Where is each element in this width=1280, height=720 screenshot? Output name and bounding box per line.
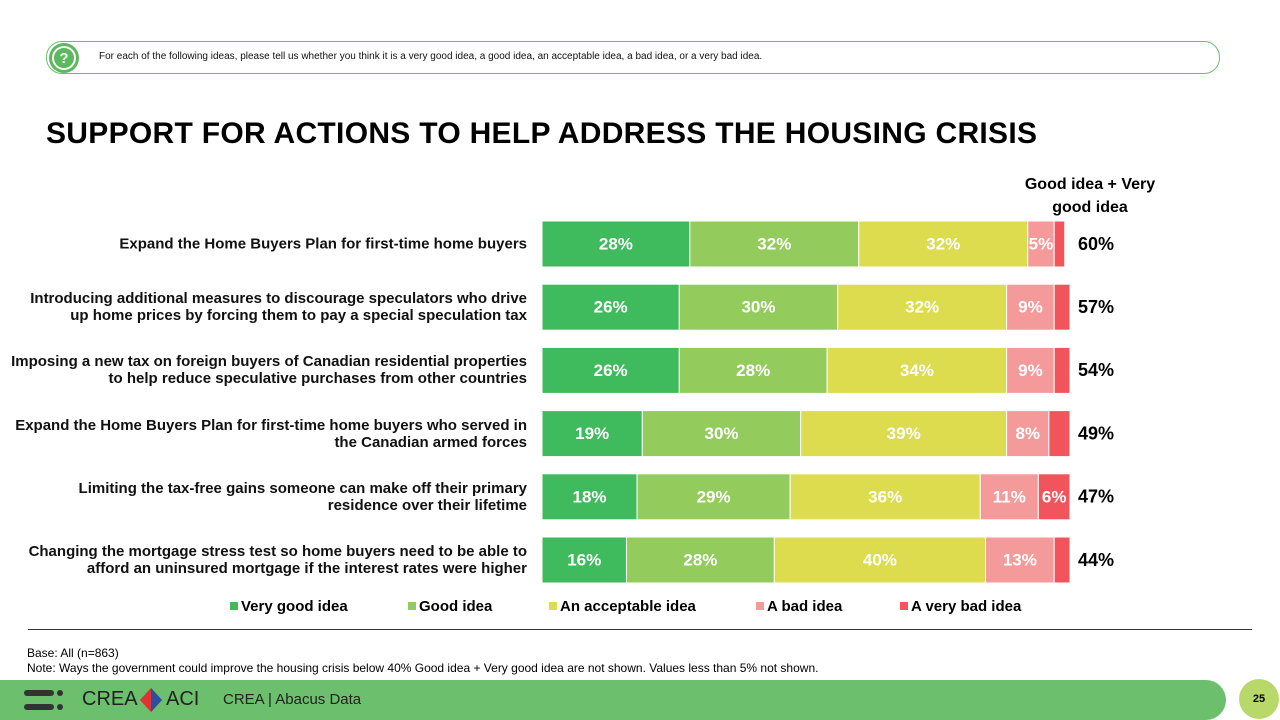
footnote: Note: Ways the government could improve …	[27, 661, 819, 675]
data-label: 34%	[900, 361, 934, 380]
svg-text:?: ?	[59, 50, 68, 67]
bar-segment	[625, 536, 775, 584]
data-label: 28%	[599, 234, 633, 253]
data-label: 8%	[1015, 424, 1040, 443]
bar-segment	[1053, 536, 1071, 584]
data-label: 32%	[905, 298, 939, 317]
bar-segment	[1053, 283, 1071, 331]
logo-right: ACI	[166, 688, 200, 710]
bar-segment	[1053, 220, 1066, 268]
totals-title: Good idea + Very good idea	[1024, 176, 1156, 216]
data-label: 26%	[594, 298, 628, 317]
total-label: 49%	[1078, 423, 1114, 443]
legend-label: A very bad idea	[911, 598, 1022, 615]
page-number: 25	[1239, 679, 1279, 719]
bar-segment	[541, 346, 680, 394]
total-label: 44%	[1078, 550, 1114, 570]
bar-segment	[826, 346, 1008, 394]
data-label: 9%	[1018, 361, 1043, 380]
data-label: 16%	[567, 550, 601, 569]
bar-segment	[800, 410, 1008, 458]
data-label: 11%	[993, 487, 1026, 506]
bar-segment	[1053, 346, 1071, 394]
legend-label: A bad idea	[767, 598, 843, 615]
category-label: Limiting the tax-free gains someone can …	[78, 479, 527, 514]
data-label: 5%	[1029, 234, 1054, 253]
data-label: 39%	[887, 424, 921, 443]
category-label: Introducing additional measures to disco…	[30, 290, 527, 325]
bar-segment	[858, 220, 1029, 268]
data-label: 13%	[1003, 550, 1037, 569]
category-label: Expand the Home Buyers Plan for first-ti…	[15, 416, 527, 451]
legend-swatch	[756, 602, 764, 610]
bar-segment	[636, 473, 791, 521]
bar-segment	[773, 536, 987, 584]
logo-icon	[24, 690, 63, 710]
total-label: 60%	[1078, 234, 1114, 254]
data-label: 18%	[573, 487, 607, 506]
bar-segment	[641, 410, 802, 458]
question-box	[46, 41, 1220, 74]
question-text: For each of the following ideas, please …	[99, 51, 763, 62]
logo-left: CREA	[82, 688, 138, 710]
bar-segment	[1037, 473, 1071, 521]
bar-segment	[541, 220, 691, 268]
data-label: 6%	[1042, 487, 1067, 506]
total-label: 57%	[1078, 297, 1114, 317]
data-label: 28%	[683, 550, 717, 569]
source: CREA | Abacus Data	[223, 691, 362, 708]
data-label: 28%	[736, 361, 770, 380]
bar-segment	[689, 220, 860, 268]
data-label: 29%	[697, 487, 731, 506]
logo-diamond	[140, 688, 162, 712]
data-label: 32%	[926, 234, 960, 253]
data-label: 30%	[741, 298, 775, 317]
legend-swatch	[900, 602, 908, 610]
data-label: 36%	[868, 487, 902, 506]
data-label: 9%	[1018, 298, 1043, 317]
legend-swatch	[549, 602, 557, 610]
bar-segment	[1048, 410, 1071, 458]
data-label: 30%	[705, 424, 739, 443]
chart-title: SUPPORT FOR ACTIONS TO HELP ADDRESS THE …	[46, 117, 1038, 150]
footer-bar	[0, 680, 1226, 720]
bar-segment	[541, 410, 643, 458]
total-label: 47%	[1078, 487, 1114, 507]
bar-segment	[1006, 410, 1050, 458]
legend-label: An acceptable idea	[560, 598, 697, 615]
divider	[28, 629, 1252, 630]
category-label: Imposing a new tax on foreign buyers of …	[11, 353, 527, 388]
category-label: Changing the mortgage stress test so hom…	[28, 543, 527, 577]
legend-swatch	[408, 602, 416, 610]
question-icon: ?	[49, 43, 79, 73]
total-label: 54%	[1078, 360, 1114, 380]
legend-label: Good idea	[419, 598, 493, 615]
bar-segment	[837, 283, 1008, 331]
category-label: Expand the Home Buyers Plan for first-ti…	[119, 235, 527, 253]
chart: 28% 32% 32% 5% 60% 26% 30% 32% 9% 57% 26% 28% 34% 9% 5…	[230, 220, 1114, 615]
legend-swatch	[230, 602, 238, 610]
data-label: 32%	[757, 234, 791, 253]
base-note: Base: All (n=863)	[27, 646, 119, 660]
bar-segment	[541, 283, 680, 331]
bar-segment	[541, 473, 638, 521]
bar-segment	[1027, 220, 1055, 268]
data-label: 19%	[575, 424, 609, 443]
bar-segment	[789, 473, 981, 521]
bar-segment	[678, 283, 839, 331]
data-label: 26%	[594, 361, 628, 380]
data-label: 40%	[863, 550, 897, 569]
legend-label: Very good idea	[241, 598, 348, 615]
